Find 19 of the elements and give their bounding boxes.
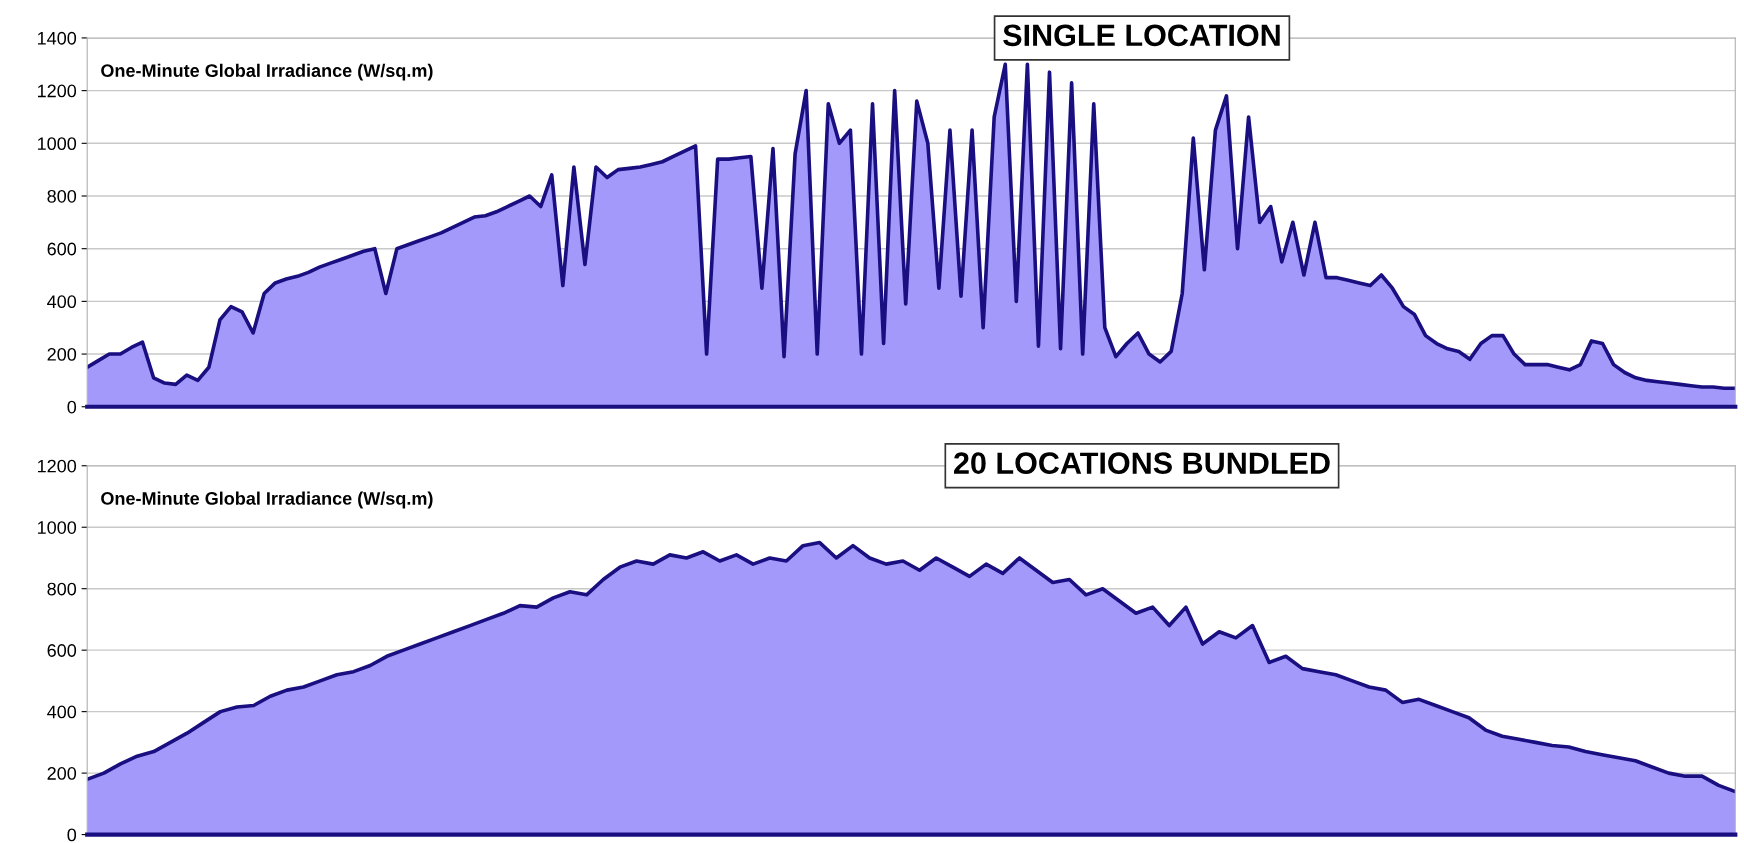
chart-title: 20 LOCATIONS BUNDLED	[954, 452, 1330, 474]
y-tick-label: 1000	[38, 521, 77, 534]
y-axis-title: One-Minute Global Irradiance (W/sq.m)	[101, 63, 433, 81]
y-tick-label: 400	[47, 705, 77, 719]
y-tick-label: 400	[47, 295, 77, 309]
y-tick-label: 800	[47, 189, 77, 203]
y-tick-label: 1200	[38, 459, 77, 473]
y-tick-label: 200	[47, 347, 77, 361]
y-tick-label: 0	[67, 828, 77, 842]
y-axis-title: One-Minute Global Irradiance (W/sq.m)	[101, 491, 433, 509]
y-tick-label: 600	[47, 644, 77, 657]
y-tick-label: 200	[47, 767, 77, 780]
chart-title: SINGLE LOCATION	[1003, 24, 1280, 47]
y-tick-label: 1200	[38, 84, 77, 98]
y-tick-label: 600	[47, 242, 77, 256]
y-tick-label: 0	[67, 400, 77, 414]
y-tick-label: 1000	[38, 137, 77, 151]
y-tick-label: 1400	[38, 31, 77, 45]
y-tick-label: 800	[47, 582, 77, 596]
